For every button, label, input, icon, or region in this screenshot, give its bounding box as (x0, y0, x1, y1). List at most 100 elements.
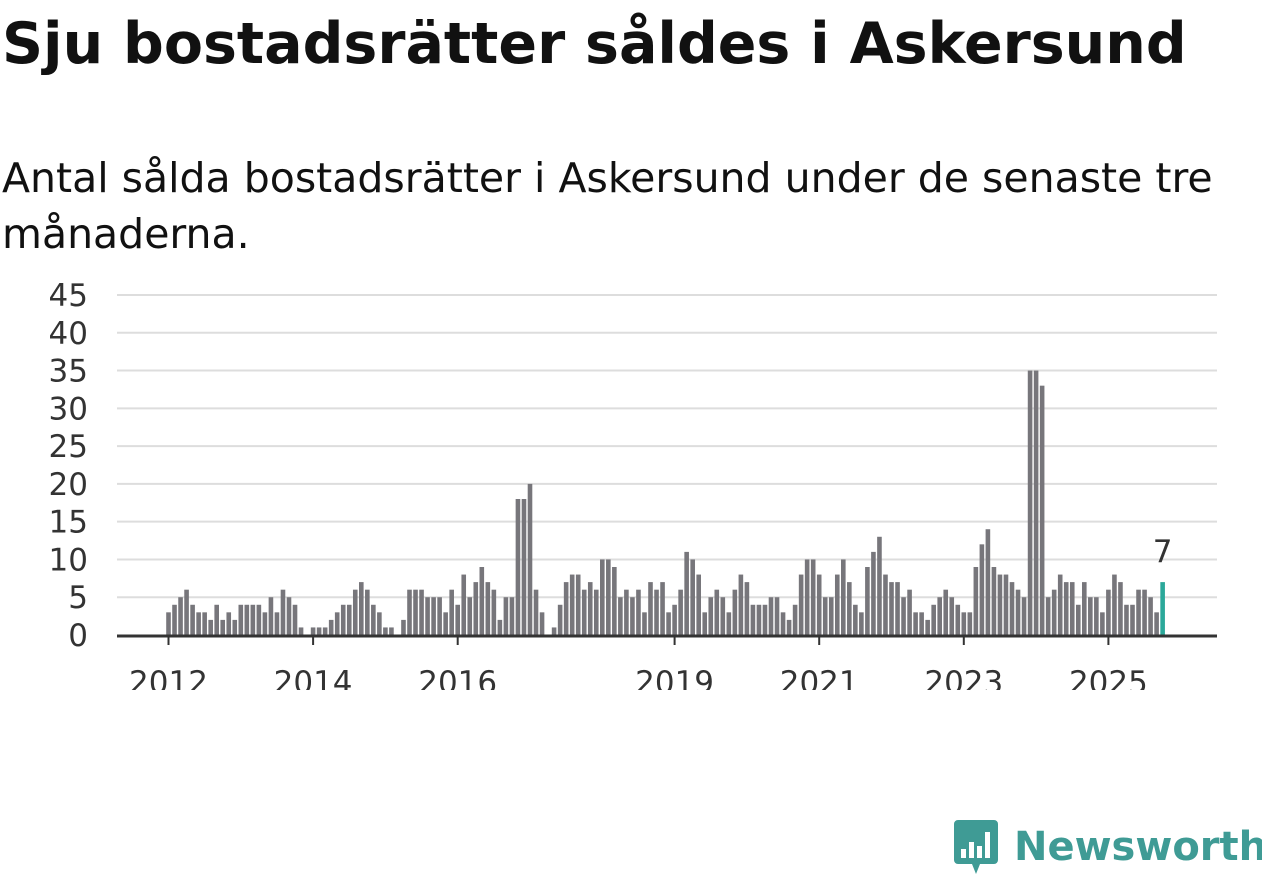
bar (756, 604, 762, 635)
bar (268, 597, 274, 635)
bar (678, 589, 683, 635)
bar (359, 582, 364, 635)
bar (1154, 612, 1159, 635)
y-tick-label: 10 (49, 542, 88, 578)
bar (973, 567, 979, 635)
bar (865, 567, 870, 635)
bar (202, 612, 207, 635)
bar (383, 627, 388, 635)
bar (1069, 582, 1075, 635)
bar (166, 612, 171, 635)
bar (196, 612, 201, 635)
bar (919, 612, 924, 635)
grid-lines (117, 294, 1217, 599)
bar (190, 604, 195, 635)
bar (859, 612, 864, 635)
bar (1136, 589, 1141, 635)
bar (949, 597, 955, 635)
x-axis-ticks (167, 637, 1110, 645)
bar (913, 612, 918, 635)
bar (262, 612, 268, 635)
bar (925, 619, 930, 635)
bar (666, 612, 671, 635)
bar (521, 499, 527, 635)
bar (1003, 574, 1009, 635)
bar (461, 574, 467, 635)
bar (810, 559, 816, 635)
bar (997, 574, 1003, 635)
bars (166, 370, 1165, 635)
bar (606, 559, 611, 635)
bar (244, 604, 250, 635)
bar (804, 559, 810, 635)
x-axis-labels: 2012 2014 2016 2019 2021 2023 2025 (129, 665, 1148, 690)
bar (985, 529, 991, 635)
bar (991, 567, 997, 635)
bar (184, 589, 189, 635)
bar (720, 597, 726, 635)
bar (298, 627, 304, 635)
y-tick-label: 40 (49, 316, 88, 352)
bar (943, 589, 949, 635)
bar (214, 604, 219, 635)
brand: Newsworthy (952, 818, 1262, 876)
bar (232, 619, 238, 635)
bar (774, 597, 780, 635)
bar (648, 582, 653, 635)
bar (1142, 589, 1147, 635)
bar (762, 604, 768, 635)
bar (702, 612, 708, 635)
bar (654, 589, 659, 635)
bar (1075, 604, 1081, 635)
bar (220, 619, 226, 635)
x-tick-label: 2025 (1069, 665, 1148, 690)
bar (1009, 582, 1015, 635)
bar (907, 589, 912, 635)
last-value-label: 7 (1153, 534, 1173, 570)
bar (509, 597, 515, 635)
bar (660, 582, 665, 635)
bar (1106, 589, 1111, 635)
bar (377, 612, 382, 635)
bar (238, 604, 244, 635)
bar (786, 619, 792, 635)
y-tick-label: 0 (68, 618, 88, 654)
bar (172, 604, 177, 635)
bar (1027, 370, 1033, 635)
bar (527, 483, 533, 635)
bar (455, 604, 460, 635)
bar (744, 582, 750, 635)
bar (1045, 597, 1051, 635)
bar (1094, 597, 1099, 635)
y-tick-label: 15 (49, 505, 88, 541)
bar (1118, 582, 1123, 635)
bar (467, 597, 473, 635)
bar (581, 589, 587, 635)
y-tick-label: 45 (49, 278, 88, 314)
bar (407, 589, 412, 635)
bar (834, 574, 840, 635)
bar (419, 589, 424, 635)
bar (1088, 597, 1093, 635)
bar (979, 544, 985, 635)
bar (365, 589, 370, 635)
bar (642, 612, 647, 635)
bar (708, 597, 714, 635)
bar (889, 582, 894, 635)
x-tick-label: 2016 (418, 665, 497, 690)
bar (612, 567, 617, 635)
bar (630, 597, 635, 635)
bar (286, 597, 292, 635)
bar (256, 604, 262, 635)
chart-subtitle: Antal sålda bostadsrätter i Askersund un… (2, 154, 1213, 258)
x-tick-label: 2021 (780, 665, 859, 690)
bar (726, 612, 732, 635)
x-tick-label: 2014 (274, 665, 353, 690)
bar (479, 567, 485, 635)
bar (738, 574, 744, 635)
bar-highlight (1160, 582, 1165, 635)
bar (226, 612, 232, 635)
bar (636, 589, 641, 635)
bar (503, 597, 509, 635)
